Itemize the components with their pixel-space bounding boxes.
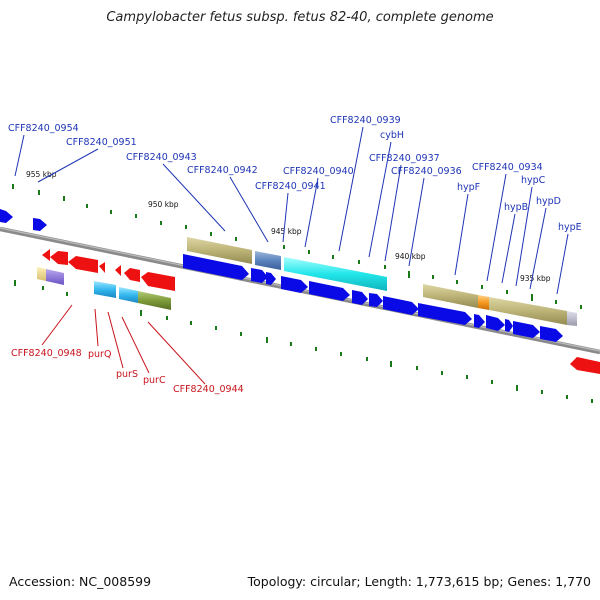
gene-label-cff8240-0954: CFF8240_0954 bbox=[8, 123, 79, 134]
reverse-feature-blocks bbox=[37, 267, 171, 310]
gene-arrow[interactable] bbox=[183, 254, 249, 280]
gene-arrow[interactable] bbox=[486, 315, 505, 331]
reverse-strand-genes bbox=[42, 249, 600, 374]
gene-label-hype: hypE bbox=[558, 222, 582, 233]
gene-label-purs: purS bbox=[116, 369, 138, 380]
gene-label-cybh: cybH bbox=[380, 130, 404, 141]
gene-arrow[interactable] bbox=[266, 272, 276, 285]
gene-label-cff8240-0942: CFF8240_0942 bbox=[187, 165, 258, 176]
accession-text: Accession: NC_008599 bbox=[9, 574, 152, 589]
gene-arrow[interactable] bbox=[281, 276, 308, 293]
feature-block[interactable] bbox=[489, 297, 567, 325]
gene-arrow[interactable] bbox=[474, 314, 485, 328]
feature-block[interactable] bbox=[187, 237, 252, 264]
gene-arrow[interactable] bbox=[309, 281, 350, 301]
gene-arrow[interactable] bbox=[68, 256, 98, 273]
feature-block[interactable] bbox=[423, 284, 478, 308]
feature-block[interactable] bbox=[46, 269, 64, 285]
gene-label-cff8240-0937: CFF8240_0937 bbox=[369, 153, 440, 164]
gene-arrow[interactable] bbox=[115, 265, 121, 276]
gene-arrow[interactable] bbox=[418, 303, 472, 325]
gene-arrow[interactable] bbox=[352, 290, 368, 305]
gene-label-cff8240-0936: CFF8240_0936 bbox=[391, 166, 462, 177]
ruler-ticks bbox=[12, 184, 593, 403]
forward-strand-genes bbox=[0, 209, 563, 342]
gene-label-cff8240-0951: CFF8240_0951 bbox=[66, 137, 137, 148]
gene-arrow[interactable] bbox=[141, 272, 175, 291]
ruler-label-945: 945 kbp bbox=[271, 227, 302, 236]
gene-arrow[interactable] bbox=[369, 293, 383, 307]
gene-label-hypf: hypF bbox=[457, 182, 480, 193]
gene-arrow[interactable] bbox=[251, 268, 268, 283]
feature-block[interactable] bbox=[284, 257, 387, 291]
leader-lines-bottom bbox=[41, 304, 206, 385]
gene-arrow[interactable] bbox=[50, 251, 68, 265]
gene-label-cff8240-0941: CFF8240_0941 bbox=[255, 181, 326, 192]
gene-label-cff8240-0934: CFF8240_0934 bbox=[472, 162, 543, 173]
gene-arrow[interactable] bbox=[540, 326, 563, 342]
gene-arrow[interactable] bbox=[383, 296, 419, 315]
gene-label-purq: purQ bbox=[88, 349, 111, 360]
ruler-label-955: 955 kbp bbox=[26, 170, 57, 179]
gene-arrow[interactable] bbox=[99, 262, 105, 273]
gene-arrow[interactable] bbox=[124, 268, 140, 282]
ruler-label-950: 950 kbp bbox=[148, 200, 179, 209]
gene-label-purc: purC bbox=[143, 375, 166, 386]
gene-arrow[interactable] bbox=[505, 319, 513, 332]
gene-arrow[interactable] bbox=[513, 321, 540, 338]
gene-arrow[interactable] bbox=[570, 357, 600, 374]
gene-label-hypd: hypD bbox=[536, 196, 561, 207]
gene-label-cff8240-0939: CFF8240_0939 bbox=[330, 115, 401, 126]
feature-block[interactable] bbox=[255, 251, 281, 270]
gene-label-cff8240-0943: CFF8240_0943 bbox=[126, 152, 197, 163]
feature-block[interactable] bbox=[567, 311, 577, 326]
gene-arrow[interactable] bbox=[0, 209, 13, 223]
gene-arrow[interactable] bbox=[42, 249, 50, 261]
topology-text: Topology: circular; Length: 1,773,615 bp… bbox=[247, 574, 591, 589]
gene-label-hypc: hypC bbox=[521, 175, 546, 186]
gene-label-cff8240-0944: CFF8240_0944 bbox=[173, 384, 244, 395]
ruler-label-935: 935 kbp bbox=[520, 274, 551, 283]
leader-lines-top bbox=[14, 126, 569, 295]
forward-feature-blocks bbox=[187, 237, 577, 326]
feature-block[interactable] bbox=[119, 287, 138, 303]
feature-block[interactable] bbox=[138, 291, 171, 310]
feature-block[interactable] bbox=[478, 295, 489, 310]
gene-label-cff8240-0948: CFF8240_0948 bbox=[11, 348, 82, 359]
feature-block[interactable] bbox=[37, 267, 46, 281]
feature-block[interactable] bbox=[94, 281, 116, 298]
gene-arrow[interactable] bbox=[33, 218, 47, 231]
gene-label-hypb: hypB bbox=[504, 202, 528, 213]
gene-label-cff8240-0940: CFF8240_0940 bbox=[283, 166, 354, 177]
map-title: Campylobacter fetus subsp. fetus 82-40, … bbox=[106, 10, 494, 25]
